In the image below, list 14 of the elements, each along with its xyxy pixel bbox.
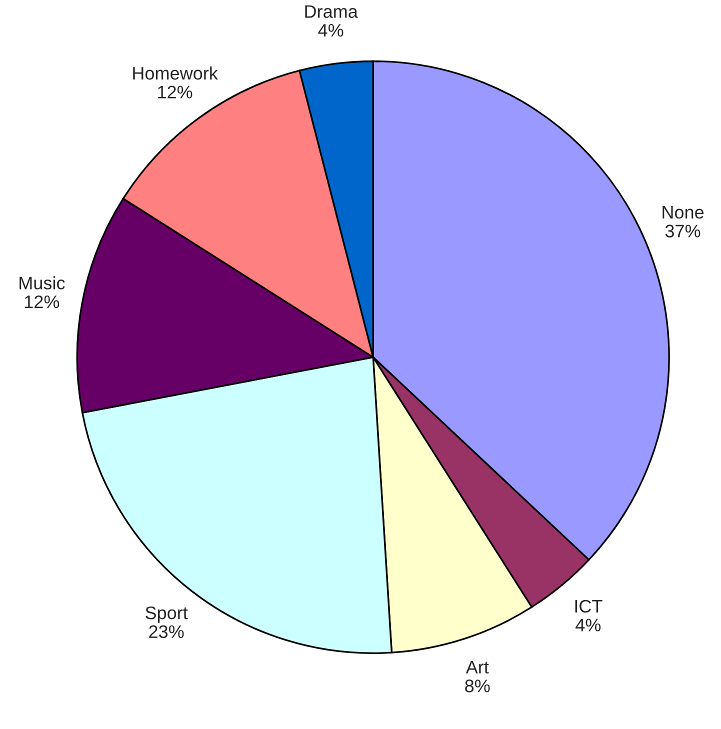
slice-label: Music — [20, 276, 65, 290]
slice-label: ICT — [575, 600, 602, 613]
data-label: 23% — [149, 625, 184, 638]
data-label: 37% — [665, 224, 700, 238]
data-label: 4% — [318, 24, 344, 37]
data-label: 12% — [158, 86, 192, 98]
data-label: 4% — [576, 618, 601, 632]
slice-label: Sport — [146, 606, 188, 623]
slice-label: Homework — [133, 66, 218, 80]
data-label: 8% — [465, 680, 490, 692]
slice-label: Drama — [305, 5, 358, 18]
slice-label: Art — [466, 660, 489, 674]
slice-label: None — [662, 206, 704, 219]
data-label: 12% — [24, 295, 60, 308]
